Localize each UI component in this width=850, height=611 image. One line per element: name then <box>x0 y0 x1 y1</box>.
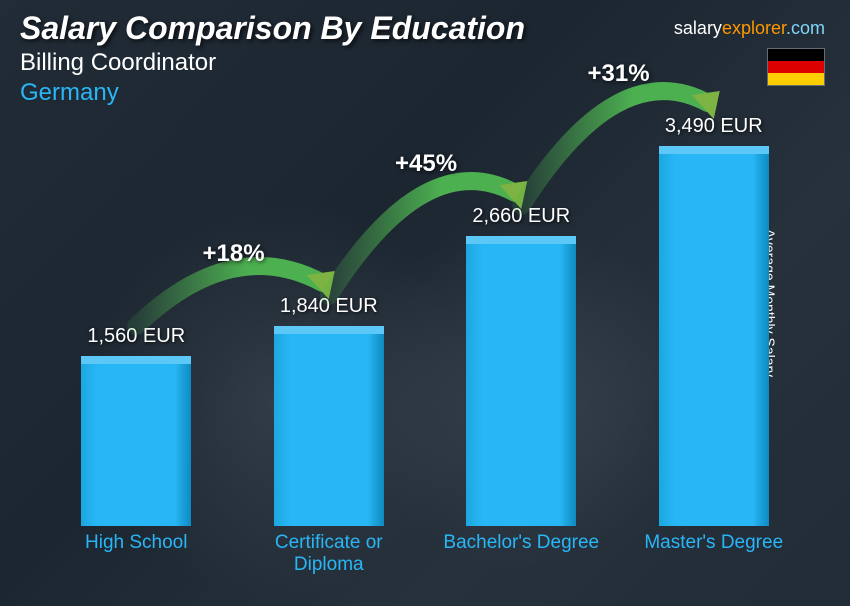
bar-label: Bachelor's Degree <box>443 532 599 576</box>
bar <box>81 356 191 526</box>
bar-group: 1,840 EUR Certificate or Diploma <box>239 295 419 576</box>
bar-group: 2,660 EUR Bachelor's Degree <box>431 205 611 576</box>
bar <box>466 236 576 526</box>
country-flag-icon <box>767 48 825 86</box>
flag-stripe <box>768 61 824 73</box>
chart-country: Germany <box>20 79 830 107</box>
chart-container: Salary Comparison By Education Billing C… <box>0 0 850 606</box>
bar-value: 1,840 EUR <box>280 295 378 318</box>
brand-logo: salaryexplorer.com <box>674 18 825 39</box>
bar-label: Master's Degree <box>644 532 783 576</box>
bar-group: 1,560 EUR High School <box>46 325 226 576</box>
bar-group: 3,490 EUR Master's Degree <box>624 115 804 576</box>
brand-part3: .com <box>786 18 825 38</box>
bar-value: 1,560 EUR <box>87 325 185 348</box>
bar-label: High School <box>85 532 187 576</box>
flag-stripe <box>768 49 824 61</box>
bar-value: 3,490 EUR <box>665 115 763 138</box>
bar-label: Certificate or Diploma <box>239 532 419 576</box>
flag-stripe <box>768 73 824 85</box>
bar-chart: 1,560 EUR High School 1,840 EUR Certificate… <box>40 120 810 576</box>
chart-subtitle: Billing Coordinator <box>20 49 830 77</box>
bar-value: 2,660 EUR <box>472 205 570 228</box>
brand-part2: explorer <box>722 18 786 38</box>
bar <box>274 326 384 526</box>
brand-part1: salary <box>674 18 722 38</box>
bar <box>659 146 769 526</box>
